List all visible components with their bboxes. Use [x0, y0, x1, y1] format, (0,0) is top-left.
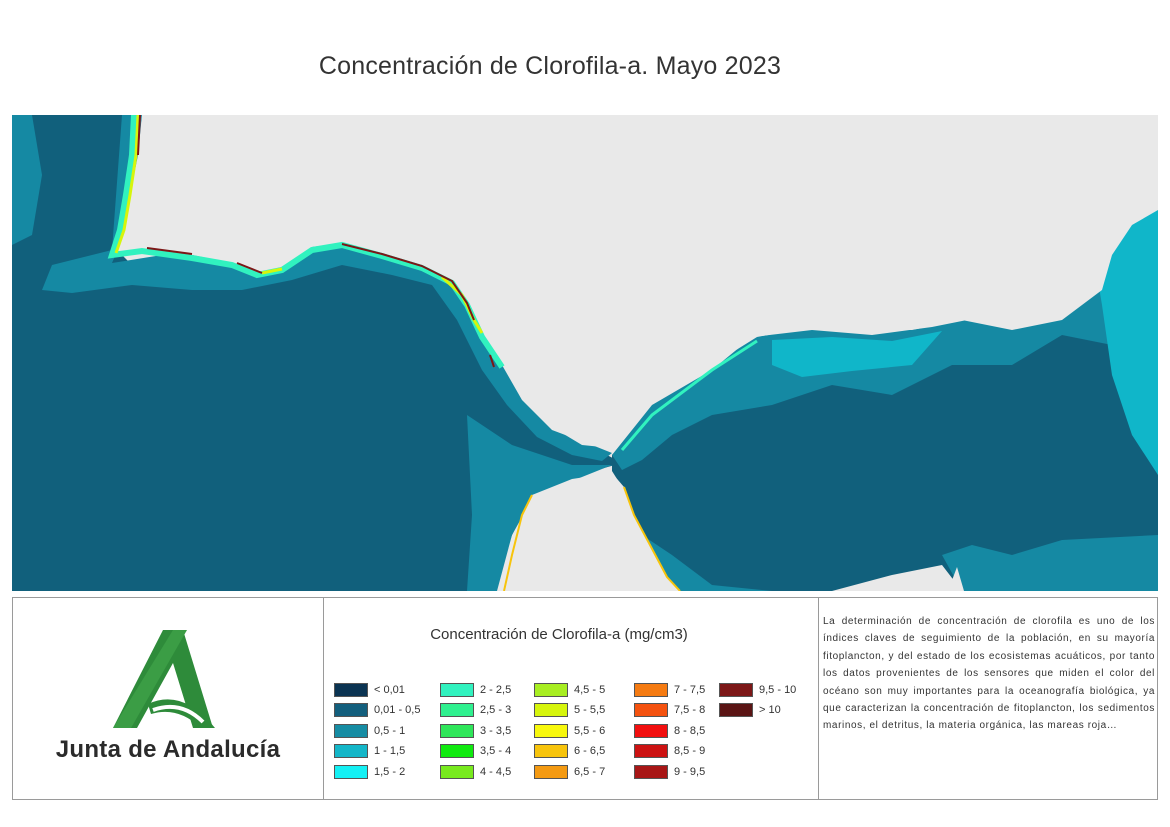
legend-item: 2,5 - 3 [440, 702, 511, 718]
legend-swatch [534, 683, 568, 697]
legend-swatch [440, 703, 474, 718]
legend-item: 7 - 7,5 [634, 682, 705, 698]
legend-item: 9 - 9,5 [634, 764, 705, 780]
legend-label: 5 - 5,5 [574, 704, 606, 717]
legend-swatch [534, 703, 568, 718]
atlantic-shelf [12, 115, 42, 245]
legend-swatch [440, 744, 474, 759]
legend-swatch [334, 723, 368, 738]
med-south-shelf-2 [942, 535, 1158, 591]
legend-label: 9,5 - 10 [759, 684, 797, 696]
legend-swatch [719, 703, 753, 718]
africa-land [502, 473, 680, 591]
legend-item: 0,01 - 0,5 [334, 702, 420, 718]
legend-column: 7 - 7,5 7,5 - 8 8 - 8,5 8,5 - 9 9 - 9,5 [634, 682, 705, 784]
legend-item: 9,5 - 10 [719, 682, 796, 698]
legend-item: 5,5 - 6 [534, 723, 605, 739]
legend-item: 3,5 - 4 [440, 743, 511, 759]
legend-label: 5,5 - 6 [574, 724, 606, 737]
africa-land-east [948, 567, 964, 591]
legend-swatch [334, 764, 368, 779]
legend-column: 4,5 - 5 5 - 5,5 5,5 - 6 6 - 6,5 6,5 - 7 [534, 682, 605, 784]
chlorophyll-map [12, 115, 1158, 591]
legend-label: > 10 [759, 704, 781, 717]
legend-label: 6,5 - 7 [574, 765, 606, 778]
legend-label: 8,5 - 9 [674, 745, 706, 758]
legend-label: < 0,01 [374, 684, 405, 696]
legend-swatch [634, 683, 668, 697]
legend-label: 8 - 8,5 [674, 724, 706, 737]
coastal-bloom-africa [623, 486, 681, 591]
panel-divider-right [818, 598, 819, 799]
junta-de-andalucia-logo-icon [113, 630, 215, 728]
legend-column: 2 - 2,5 2,5 - 3 3 - 3,5 3,5 - 4 4 - 4,5 [440, 682, 511, 784]
legend-item: 1 - 1,5 [334, 743, 420, 759]
legend-label: 7,5 - 8 [674, 704, 706, 717]
legend-swatch [334, 683, 368, 697]
legend-title: Concentración de Clorofila-a (mg/cm3) [430, 626, 688, 643]
coastal-bloom-atlantic-red [137, 115, 495, 368]
description-text: La determinación de concentración de clo… [823, 616, 1155, 732]
map-svg [12, 115, 1158, 591]
legend-swatch [334, 703, 368, 718]
legend-label: 7 - 7,5 [674, 684, 706, 696]
coastal-bloom-med [620, 339, 758, 451]
legend-swatch [719, 683, 753, 697]
legend-swatch [634, 764, 668, 779]
legend-label: 0,5 - 1 [374, 724, 406, 737]
legend-label: 1,5 - 2 [374, 765, 406, 778]
legend-swatch [634, 744, 668, 759]
legend-swatch [440, 764, 474, 779]
description-section: La determinación de concentración de clo… [819, 598, 1157, 799]
legend-label: 0,01 - 0,5 [374, 704, 421, 717]
legend-label: 4 - 4,5 [480, 765, 512, 778]
med-coastal-shelf [612, 193, 1158, 470]
iberia-land [117, 115, 1158, 447]
legend-item: 2 - 2,5 [440, 682, 511, 698]
legend-label: 6 - 6,5 [574, 745, 606, 758]
legend-item: 3 - 3,5 [440, 723, 511, 739]
coastal-bloom-africa-2 [503, 494, 533, 591]
legend-label: 4,5 - 5 [574, 684, 606, 696]
legend-item: 6 - 6,5 [534, 743, 605, 759]
legend: Concentración de Clorofila-a (mg/cm3) < … [324, 598, 818, 799]
legend-swatch [634, 703, 668, 718]
legend-item: < 0,01 [334, 682, 420, 698]
legend-item: 5 - 5,5 [534, 702, 605, 718]
moroccan-shelf [467, 415, 612, 591]
legend-swatch [440, 723, 474, 738]
legend-label: 2 - 2,5 [480, 684, 512, 696]
legend-item: 8 - 8,5 [634, 723, 705, 739]
logo-text: Junta de Andalucía [55, 736, 281, 763]
med-coastal-cyan-2 [772, 331, 942, 377]
legend-label: 3 - 3,5 [480, 724, 512, 737]
info-panel: Junta de Andalucía Concentración de Clor… [12, 597, 1158, 800]
legend-swatch [634, 723, 668, 738]
legend-item: 0,5 - 1 [334, 723, 420, 739]
legend-item: 6,5 - 7 [534, 764, 605, 780]
page-title: Concentración de Clorofila-a. Mayo 2023 [318, 52, 782, 80]
legend-column: 9,5 - 10 > 10 [719, 682, 796, 723]
legend-item: 8,5 - 9 [634, 743, 705, 759]
legend-item: 7,5 - 8 [634, 702, 705, 718]
legend-swatch [440, 683, 474, 697]
legend-column: < 0,01 0,01 - 0,5 0,5 - 1 1 - 1,5 1,5 - 2 [334, 682, 420, 784]
med-south-shelf [642, 535, 772, 591]
legend-label: 1 - 1,5 [374, 745, 406, 758]
legend-swatch [534, 744, 568, 759]
legend-item: 1,5 - 2 [334, 764, 420, 780]
atlantic-open-sea [12, 115, 622, 591]
logo-section: Junta de Andalucía [13, 598, 323, 799]
legend-label: 9 - 9,5 [674, 765, 706, 778]
legend-swatch [534, 723, 568, 738]
legend-swatch [334, 744, 368, 759]
legend-item: 4,5 - 5 [534, 682, 605, 698]
legend-label: 2,5 - 3 [480, 704, 512, 717]
legend-swatch [534, 764, 568, 779]
legend-label: 3,5 - 4 [480, 745, 512, 758]
legend-item: > 10 [719, 702, 796, 718]
legend-item: 4 - 4,5 [440, 764, 511, 780]
panel-divider-left [323, 598, 324, 799]
